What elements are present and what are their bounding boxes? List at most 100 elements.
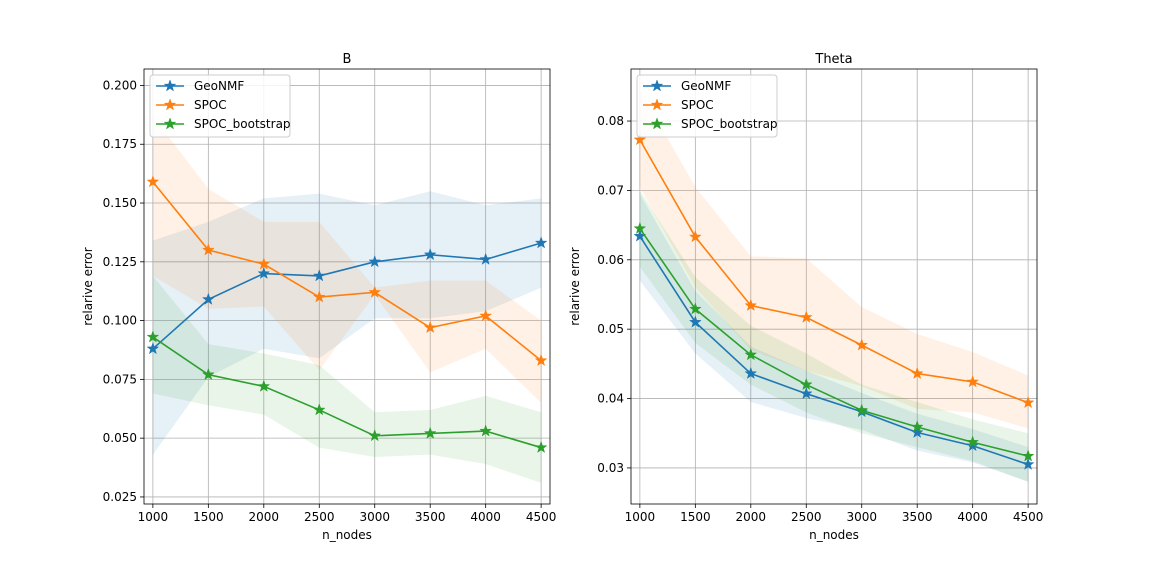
legend-marker-spoc — [163, 98, 177, 111]
point-geonmf — [534, 236, 548, 249]
point-spoc-bootstrap — [688, 302, 702, 315]
point-spoc-bootstrap — [368, 429, 382, 442]
legend-box — [636, 74, 778, 138]
point-spoc-bootstrap — [855, 403, 869, 416]
point-spoc-bootstrap — [633, 221, 647, 235]
x-tick-label: 2500 — [304, 510, 335, 524]
y-tick-label: 0.025 — [103, 490, 137, 504]
point-spoc — [257, 257, 271, 270]
legend-label-geonmf: GeoNMF — [194, 79, 244, 93]
point-spoc — [479, 309, 493, 322]
point-spoc — [534, 353, 548, 367]
y-tick-label: 0.07 — [597, 183, 624, 197]
y-tick-label: 0.08 — [597, 114, 624, 128]
chart-title: B — [343, 52, 352, 67]
point-spoc — [744, 298, 758, 312]
legend-label-spoc: SPOC — [194, 98, 227, 112]
point-spoc-bootstrap — [257, 379, 271, 392]
series-line-spoc-bootstrap — [152, 336, 542, 449]
band-spoc-bootstrap — [152, 275, 542, 483]
series-line-geonmf — [639, 235, 1029, 466]
point-spoc-bootstrap — [146, 330, 160, 343]
point-geonmf — [688, 315, 702, 328]
y-tick-label: 0.100 — [103, 314, 137, 328]
point-spoc — [312, 290, 326, 303]
y-axis-label: relarive error — [81, 247, 95, 325]
point-geonmf — [368, 255, 382, 268]
point-geonmf — [257, 266, 271, 280]
point-spoc — [688, 230, 702, 243]
y-tick-label: 0.03 — [597, 461, 624, 475]
band-geonmf — [639, 193, 1029, 482]
point-geonmf — [799, 386, 813, 400]
legend-marker-geonmf — [650, 79, 664, 92]
point-spoc-bootstrap — [423, 426, 437, 439]
x-tick-label: 1000 — [138, 510, 169, 524]
point-spoc-bootstrap — [479, 424, 493, 437]
y-axis-label: relarive error — [568, 247, 582, 325]
series-line-geonmf — [152, 242, 542, 350]
legend: GeoNMF SPOC SPOC_bootstrap — [149, 74, 291, 138]
x-tick-label: 2000 — [736, 510, 767, 524]
x-axis-label: n_nodes — [809, 528, 859, 542]
y-tick-label: 0.200 — [103, 78, 137, 92]
point-spoc — [423, 320, 437, 334]
point-spoc — [855, 338, 869, 351]
x-tick-label: 4000 — [470, 510, 501, 524]
point-spoc-bootstrap — [966, 435, 980, 448]
point-spoc-bootstrap — [799, 377, 813, 391]
x-tick-label: 3000 — [359, 510, 390, 524]
band-spoc — [639, 89, 1029, 429]
y-tick-label: 0.05 — [597, 322, 624, 336]
subplot-theta: 1000 1500 2000 2500 3000 3500 4000 4500 0.03 0.04… — [568, 52, 1043, 542]
point-spoc-bootstrap — [201, 367, 215, 381]
point-geonmf — [744, 366, 758, 380]
point-geonmf — [479, 252, 493, 265]
point-spoc-bootstrap — [1021, 449, 1035, 462]
series-line-spoc — [152, 181, 542, 362]
x-tick-label: 1500 — [680, 510, 711, 524]
chart-title: Theta — [814, 52, 852, 67]
x-tick-label: 4000 — [957, 510, 988, 524]
point-spoc-bootstrap — [534, 440, 548, 454]
point-geonmf — [312, 269, 326, 282]
series-line-spoc — [639, 139, 1029, 404]
legend-label-spoc-bootstrap: SPOC_bootstrap — [681, 117, 778, 131]
point-geonmf — [146, 342, 160, 355]
x-tick-label: 3500 — [415, 510, 446, 524]
legend-marker-spoc — [650, 98, 664, 111]
point-spoc — [201, 243, 215, 256]
point-spoc — [368, 285, 382, 298]
point-spoc — [1021, 395, 1035, 409]
band-spoc-bootstrap — [639, 190, 1029, 482]
x-axis-label: n_nodes — [322, 528, 372, 542]
y-tick-label: 0.06 — [597, 253, 624, 267]
legend-marker-spoc-bootstrap — [163, 117, 177, 130]
legend-label-spoc: SPOC — [681, 98, 714, 112]
point-spoc — [146, 175, 160, 188]
point-geonmf — [423, 247, 437, 261]
band-geonmf — [152, 191, 542, 455]
x-tick-label: 1500 — [193, 510, 224, 524]
legend-marker-geonmf — [163, 79, 177, 92]
x-tick-label: 4500 — [526, 510, 557, 524]
legend-marker-spoc-bootstrap — [650, 117, 664, 130]
y-tick-label: 0.175 — [103, 137, 137, 151]
band-spoc — [152, 116, 542, 403]
axes-frame — [143, 68, 551, 505]
legend-box — [149, 74, 291, 138]
legend-label-geonmf: GeoNMF — [681, 79, 731, 93]
x-tick-label: 2500 — [791, 510, 822, 524]
series-line-spoc-bootstrap — [639, 228, 1029, 457]
subplot-b: 1000 1500 2000 2500 3000 3500 4000 4500 0.025 0.0… — [81, 52, 556, 542]
x-tick-label: 1000 — [625, 510, 656, 524]
point-spoc — [966, 375, 980, 388]
x-tick-label: 2000 — [249, 510, 280, 524]
point-spoc-bootstrap — [744, 348, 758, 361]
point-spoc-bootstrap — [910, 420, 924, 433]
y-tick-label: 0.075 — [103, 372, 137, 386]
x-tick-label: 3500 — [902, 510, 933, 524]
axes-frame — [630, 68, 1038, 505]
point-spoc — [633, 133, 647, 146]
